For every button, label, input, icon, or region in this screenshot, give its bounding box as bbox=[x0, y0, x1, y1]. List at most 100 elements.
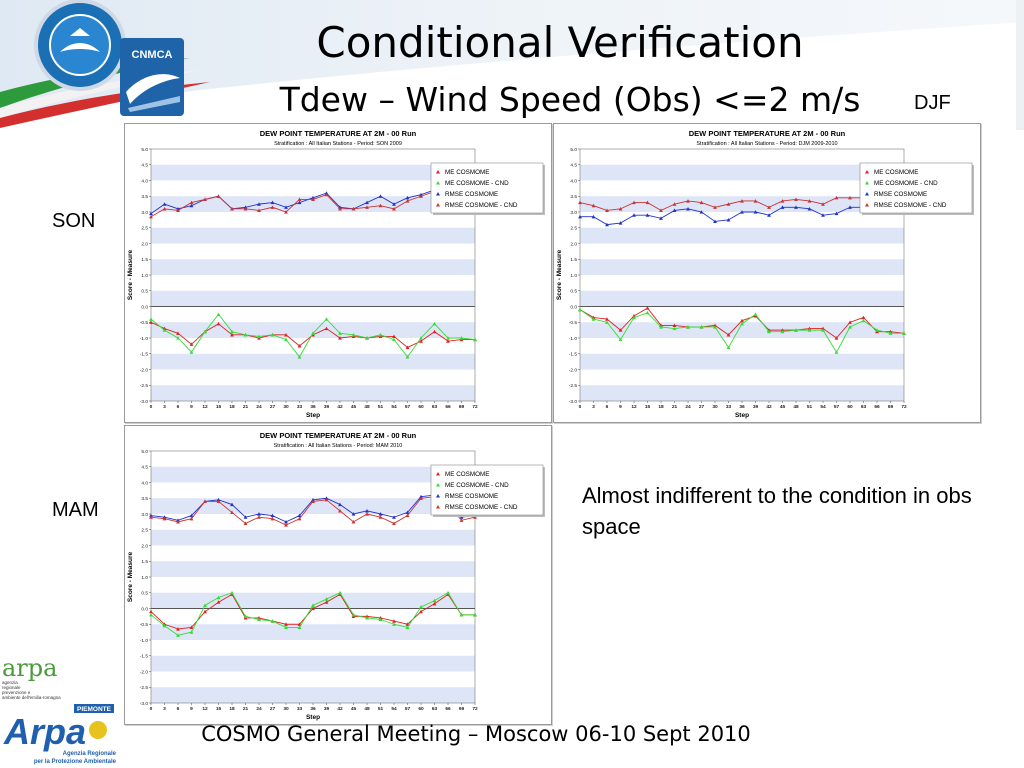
series-3-point bbox=[848, 195, 852, 200]
series-1-point bbox=[578, 307, 582, 312]
plot-band bbox=[580, 369, 904, 386]
x-tick-label: 60 bbox=[418, 404, 424, 410]
legend-entry-2: RMSE COSMOME bbox=[874, 191, 927, 198]
series-3-point bbox=[807, 199, 812, 203]
plot-band bbox=[151, 212, 475, 228]
x-tick-label: 6 bbox=[177, 706, 180, 712]
series-0-point bbox=[176, 627, 180, 631]
y-tick-label: 2.0 bbox=[570, 241, 577, 247]
y-tick-label: -0.5 bbox=[140, 622, 149, 628]
plot-band bbox=[580, 149, 904, 165]
x-tick-label: 60 bbox=[847, 404, 853, 410]
slide-title: Conditional Verification bbox=[316, 18, 804, 67]
series-1-point bbox=[162, 623, 167, 628]
y-tick-label: -1.0 bbox=[140, 638, 149, 644]
arpa-piemonte-logo-text: Arpa bbox=[3, 711, 86, 752]
y-tick-label: 2.5 bbox=[141, 528, 148, 534]
x-tick-label: 51 bbox=[378, 404, 384, 410]
chart-djf: DEW POINT TEMPERATURE AT 2M - 00 Run Stra… bbox=[553, 123, 981, 423]
x-tick-label: 18 bbox=[229, 404, 235, 410]
series-1-point bbox=[365, 336, 369, 340]
plot-band bbox=[580, 196, 904, 212]
series-1-point bbox=[753, 312, 758, 316]
x-tick-label: 45 bbox=[780, 404, 786, 410]
series-0-point bbox=[419, 339, 423, 343]
series-2-point bbox=[618, 221, 623, 225]
y-tick-label: -1.0 bbox=[569, 336, 578, 342]
plot-band bbox=[151, 243, 475, 260]
series-1-point bbox=[149, 317, 153, 321]
legend-marker-3 bbox=[436, 203, 440, 207]
plot-band bbox=[580, 227, 904, 244]
series-0-point bbox=[176, 331, 180, 335]
series-3-point bbox=[713, 205, 717, 209]
x-tick-label: 39 bbox=[324, 706, 330, 712]
series-3-point bbox=[578, 200, 582, 205]
plot-band bbox=[580, 338, 904, 354]
x-tick-label: 0 bbox=[150, 404, 153, 410]
series-1-point bbox=[311, 603, 315, 607]
series-0-point bbox=[297, 343, 302, 348]
y-tick-label: -2.5 bbox=[140, 383, 149, 389]
series-1-point bbox=[686, 325, 690, 329]
y-tick-label: -2.5 bbox=[140, 685, 149, 691]
plot-band bbox=[580, 212, 904, 228]
x-tick-label: 33 bbox=[726, 404, 732, 410]
series-2-point bbox=[392, 515, 396, 519]
series-2-point bbox=[740, 210, 744, 214]
plot-band bbox=[151, 149, 475, 165]
x-tick-label: 57 bbox=[405, 404, 411, 410]
x-tick-label: 27 bbox=[270, 706, 276, 712]
legend-entry-3: RMSE COSMOME - CND bbox=[445, 504, 518, 511]
series-2-point bbox=[659, 216, 663, 220]
legend-entry-2: RMSE COSMOME bbox=[445, 191, 498, 198]
series-0-point bbox=[324, 326, 329, 331]
series-1-point bbox=[230, 590, 234, 595]
series-3-point bbox=[753, 199, 758, 203]
series-3-point bbox=[270, 516, 275, 521]
y-tick-label: 3.5 bbox=[570, 194, 577, 200]
series-3-point bbox=[189, 200, 194, 205]
y-tick-label: 1.5 bbox=[141, 559, 148, 565]
x-tick-label: 69 bbox=[459, 706, 465, 712]
series-3-point bbox=[284, 210, 288, 214]
series-3-point bbox=[780, 199, 785, 203]
series-3-point bbox=[365, 512, 369, 516]
series-1-point bbox=[446, 590, 450, 595]
x-axis-label: Step bbox=[306, 412, 320, 419]
x-tick-label: 33 bbox=[297, 706, 303, 712]
legend-entry-1: ME COSMOME - CND bbox=[445, 482, 509, 489]
series-1-point bbox=[338, 331, 342, 335]
plot-band bbox=[151, 592, 475, 609]
series-3-point bbox=[338, 508, 342, 513]
x-tick-label: 24 bbox=[685, 404, 691, 410]
series-3-point bbox=[149, 214, 153, 219]
series-1-point bbox=[257, 617, 261, 622]
legend-entry-2: RMSE COSMOME bbox=[445, 493, 498, 500]
series-1-point bbox=[446, 336, 450, 340]
plot-band bbox=[580, 290, 904, 307]
y-axis-label: Score - Measure bbox=[127, 552, 134, 603]
series-3-point bbox=[618, 206, 623, 211]
chart-subtitle: Stratification : All Italian Stations - … bbox=[696, 141, 837, 147]
chart-subtitle: Stratification : All Italian Stations - … bbox=[274, 443, 403, 449]
series-2-point bbox=[405, 195, 410, 200]
plot-band bbox=[580, 243, 904, 260]
conclusion-note: Almost indifferent to the condition in o… bbox=[582, 483, 972, 539]
series-1-point bbox=[432, 598, 437, 603]
arpa-emilia-caption-2: regionale bbox=[2, 685, 21, 690]
x-tick-label: 18 bbox=[229, 706, 235, 712]
series-1-point bbox=[311, 331, 315, 335]
plot-band bbox=[580, 259, 904, 275]
legend-marker-1 bbox=[436, 181, 440, 185]
series-1-point bbox=[203, 603, 207, 607]
x-tick-label: 3 bbox=[163, 404, 166, 410]
season-label-mam: MAM bbox=[52, 499, 99, 521]
x-tick-label: 30 bbox=[283, 404, 289, 410]
arpa-emilia-logo: arpa agenzia regionale prevenzione e amb… bbox=[0, 650, 66, 704]
series-2-point bbox=[726, 217, 731, 222]
series-3-point bbox=[632, 200, 636, 205]
y-tick-label: -1.5 bbox=[140, 654, 149, 660]
x-tick-label: 6 bbox=[177, 404, 180, 410]
series-0-point bbox=[618, 328, 623, 332]
